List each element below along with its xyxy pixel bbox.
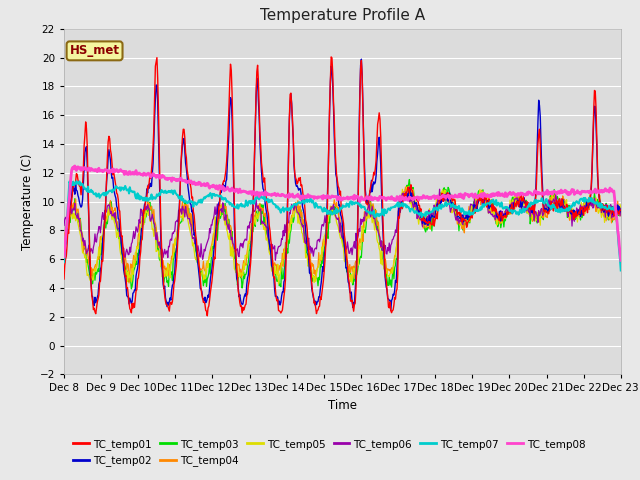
TC_temp04: [214, 216, 222, 222]
TC_temp04: [428, 213, 436, 219]
TC_temp01: [184, 172, 192, 178]
TC_temp03: [617, 205, 625, 211]
Y-axis label: Temperature (C): Temperature (C): [21, 153, 34, 250]
TC_temp01: [412, 195, 419, 201]
TC_temp02: [60, 256, 68, 262]
TC_temp06: [271, 257, 279, 263]
TC_temp06: [70, 207, 78, 213]
TC_temp08: [428, 196, 435, 202]
TC_temp05: [184, 217, 192, 223]
Title: Temperature Profile A: Temperature Profile A: [260, 9, 425, 24]
TC_temp06: [436, 186, 444, 192]
TC_temp08: [411, 195, 419, 201]
TC_temp07: [411, 210, 419, 216]
TC_temp03: [128, 283, 136, 289]
TC_temp05: [60, 234, 68, 240]
Line: TC_temp06: TC_temp06: [64, 189, 621, 260]
TC_temp08: [214, 187, 222, 192]
TC_temp03: [185, 205, 193, 211]
TC_temp05: [275, 281, 282, 287]
TC_temp02: [127, 300, 135, 306]
TC_temp07: [428, 209, 435, 215]
TC_temp05: [428, 213, 436, 219]
TC_temp01: [60, 276, 68, 282]
TC_temp02: [428, 212, 436, 218]
TC_temp07: [60, 259, 68, 265]
Line: TC_temp03: TC_temp03: [64, 180, 621, 289]
TC_temp04: [70, 204, 78, 210]
TC_temp03: [412, 199, 419, 204]
TC_temp05: [214, 215, 221, 221]
TC_temp03: [214, 222, 222, 228]
TC_temp03: [406, 177, 413, 182]
TC_temp04: [60, 244, 68, 250]
Line: TC_temp02: TC_temp02: [64, 59, 621, 311]
TC_temp06: [428, 212, 435, 218]
TC_temp01: [204, 313, 211, 319]
TC_temp04: [125, 280, 133, 286]
TC_temp06: [127, 241, 135, 247]
TC_temp03: [127, 286, 135, 292]
TC_temp04: [404, 183, 412, 189]
Line: TC_temp05: TC_temp05: [64, 187, 621, 284]
Text: HS_met: HS_met: [70, 44, 120, 57]
TC_temp04: [185, 214, 193, 219]
TC_temp07: [72, 179, 80, 184]
TC_temp06: [411, 204, 419, 209]
TC_temp08: [71, 163, 79, 169]
TC_temp04: [412, 201, 419, 206]
TC_temp06: [617, 205, 625, 211]
TC_temp05: [70, 216, 78, 221]
Line: TC_temp08: TC_temp08: [64, 166, 621, 260]
TC_temp02: [214, 210, 221, 216]
TC_temp06: [214, 201, 221, 207]
TC_temp07: [70, 182, 78, 188]
TC_temp04: [128, 271, 136, 277]
TC_temp02: [358, 56, 365, 62]
TC_temp06: [184, 216, 192, 222]
Line: TC_temp07: TC_temp07: [64, 181, 621, 270]
TC_temp01: [214, 214, 222, 220]
TC_temp01: [327, 54, 335, 60]
TC_temp01: [428, 222, 436, 228]
TC_temp05: [412, 200, 419, 206]
TC_temp08: [60, 254, 68, 260]
TC_temp08: [617, 257, 625, 263]
TC_temp08: [185, 178, 193, 184]
TC_temp02: [184, 183, 192, 189]
Line: TC_temp01: TC_temp01: [64, 57, 621, 316]
TC_temp08: [128, 171, 136, 177]
TC_temp07: [185, 198, 193, 204]
TC_temp01: [617, 207, 625, 213]
TC_temp05: [617, 209, 625, 215]
TC_temp07: [128, 189, 136, 194]
TC_temp03: [428, 228, 436, 234]
TC_temp03: [60, 256, 68, 262]
TC_temp05: [403, 184, 411, 190]
TC_temp03: [70, 207, 78, 213]
TC_temp02: [387, 308, 395, 313]
TC_temp07: [214, 192, 222, 198]
TC_temp05: [127, 279, 135, 285]
TC_temp07: [617, 267, 625, 273]
TC_temp02: [617, 209, 625, 215]
TC_temp06: [60, 222, 68, 228]
TC_temp02: [70, 185, 78, 191]
Line: TC_temp04: TC_temp04: [64, 186, 621, 283]
X-axis label: Time: Time: [328, 399, 357, 412]
TC_temp01: [127, 310, 135, 316]
TC_temp08: [70, 164, 78, 169]
TC_temp02: [412, 200, 419, 206]
TC_temp01: [70, 183, 78, 189]
Legend: TC_temp01, TC_temp02, TC_temp03, TC_temp04, TC_temp05, TC_temp06, TC_temp07, TC_: TC_temp01, TC_temp02, TC_temp03, TC_temp…: [69, 435, 589, 470]
TC_temp04: [617, 211, 625, 217]
